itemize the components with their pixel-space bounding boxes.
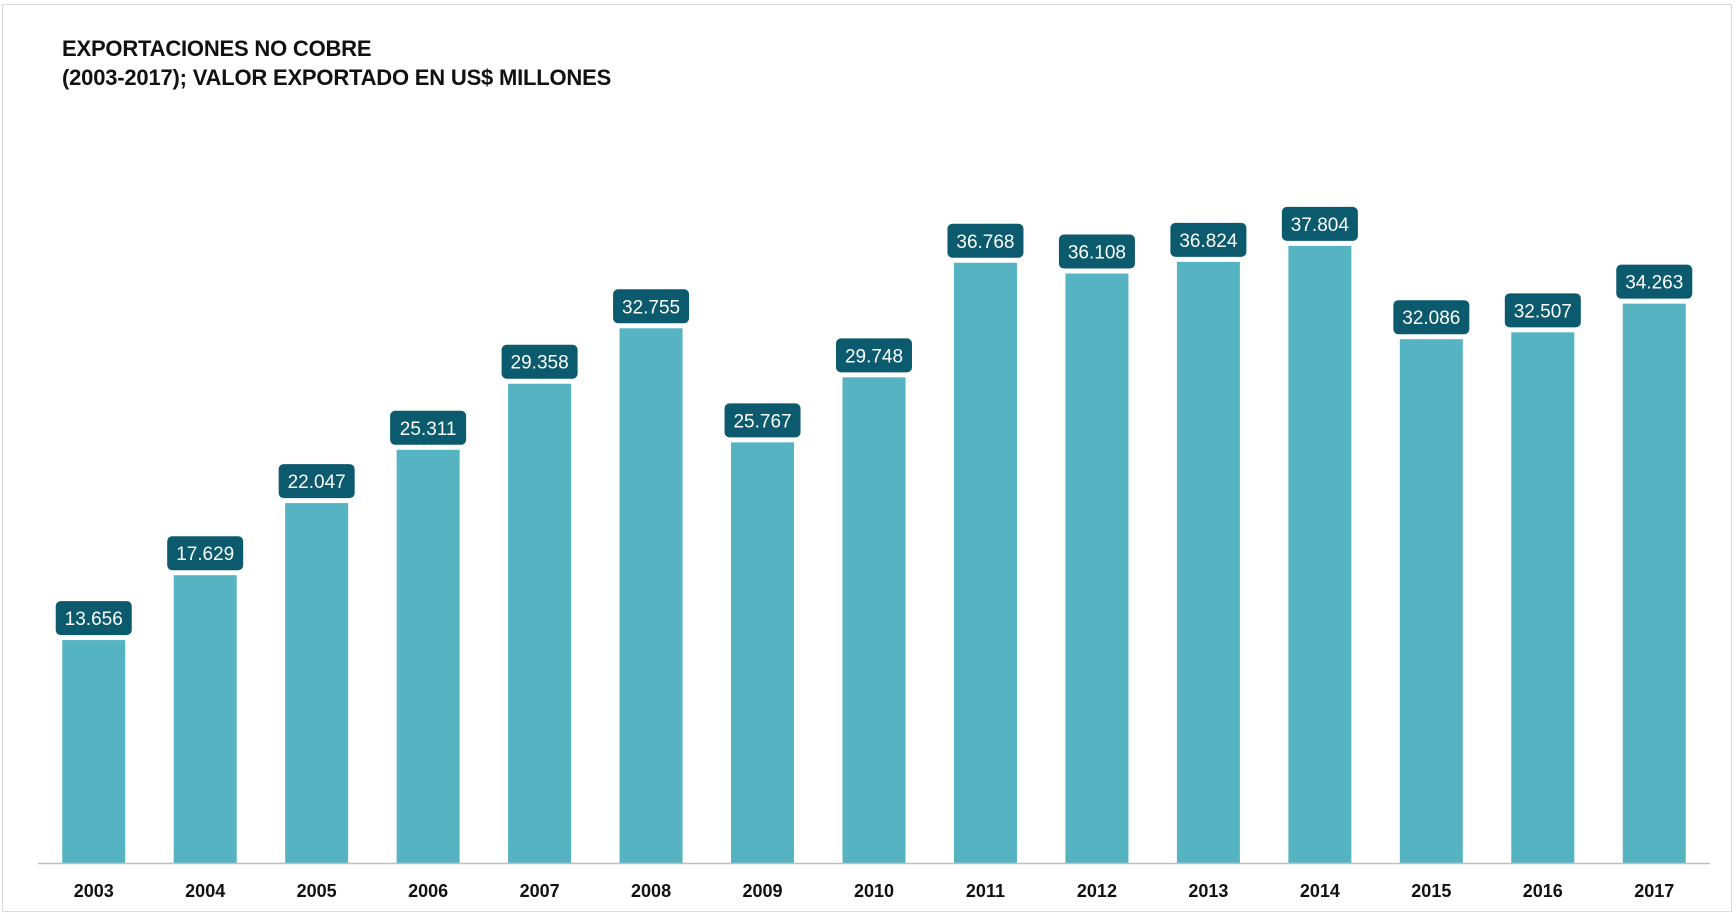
bar-2016: [1511, 332, 1575, 863]
data-label-text: 29.748: [845, 346, 903, 367]
x-tick-label-2005: 2005: [297, 881, 337, 901]
data-label-2003: 13.656: [55, 601, 132, 636]
bar-2003: [62, 640, 126, 863]
x-tick-label-2011: 2011: [966, 881, 1005, 901]
data-label-text: 32.507: [1514, 301, 1572, 322]
data-label-2006: 25.311: [390, 410, 467, 445]
data-label-box: [278, 464, 355, 499]
x-tick-label-2006: 2006: [408, 881, 448, 901]
chart-title: EXPORTACIONES NO COBRE: [62, 36, 372, 61]
data-label-box: [167, 536, 244, 571]
data-label-text: 13.656: [65, 609, 123, 630]
bar-2004: [173, 575, 237, 863]
data-label-text: 36.768: [956, 232, 1014, 253]
x-tick-label-2016: 2016: [1523, 881, 1563, 901]
x-tick-label-2004: 2004: [185, 881, 225, 901]
data-label-2015: 32.086: [1393, 300, 1470, 335]
x-tick-labels-group: 2003 2004 2005 2006 2007 2008 2009 2010 2011 2012…: [74, 881, 1675, 901]
data-label-text: 36.108: [1068, 243, 1126, 264]
data-label-box: [1616, 264, 1693, 299]
data-label-2005: 22.047: [278, 464, 355, 499]
x-tick-label-2008: 2008: [631, 881, 671, 901]
data-label-2012: 36.108: [1058, 234, 1135, 269]
x-tick-label-2007: 2007: [520, 881, 560, 901]
data-label-2014: 37.804: [1281, 206, 1358, 241]
x-tick-label-2009: 2009: [743, 881, 783, 901]
data-label-box: [1281, 206, 1358, 241]
data-labels-group: 13.656 17.629 22.047 25.311 29.358 32.755 25.7…: [55, 206, 1693, 636]
bar-2015: [1399, 339, 1463, 863]
data-label-2009: 25.767: [724, 403, 801, 438]
data-label-2004: 17.629: [167, 536, 244, 571]
bar-2005: [285, 503, 349, 863]
data-label-2016: 32.507: [1504, 293, 1581, 328]
x-tick-label-2014: 2014: [1300, 881, 1340, 901]
data-label-text: 22.047: [288, 472, 346, 493]
x-tick-label-2015: 2015: [1411, 881, 1451, 901]
data-label-box: [836, 338, 912, 373]
bar-2007: [508, 383, 572, 863]
data-label-box: [55, 601, 132, 636]
x-tick-label-2012: 2012: [1077, 881, 1117, 901]
data-label-text: 25.767: [733, 411, 791, 432]
bar-2017: [1622, 303, 1686, 864]
bar-2011: [953, 262, 1017, 863]
data-label-text: 36.824: [1179, 231, 1238, 252]
bar-2010: [842, 377, 906, 863]
data-label-2017: 34.263: [1616, 264, 1693, 299]
x-tick-label-2017: 2017: [1634, 881, 1674, 901]
data-label-box: [1393, 300, 1470, 335]
data-label-text: 37.804: [1291, 215, 1350, 236]
data-label-2007: 29.358: [501, 344, 578, 379]
x-tick-label-2013: 2013: [1188, 881, 1228, 901]
bar-2006: [396, 449, 460, 863]
data-label-text: 32.755: [622, 297, 680, 318]
bar-2013: [1176, 261, 1240, 863]
chart-title-block: EXPORTACIONES NO COBRE (2003-2017); VALO…: [62, 34, 611, 92]
x-tick-label-2003: 2003: [74, 881, 114, 901]
bar-2008: [619, 328, 683, 863]
data-label-text: 17.629: [176, 544, 234, 565]
data-label-2013: 36.824: [1170, 222, 1247, 257]
x-tick-label-2010: 2010: [854, 881, 894, 901]
data-label-box: [724, 403, 801, 438]
bar-2012: [1065, 273, 1129, 864]
data-label-text: 29.358: [511, 353, 569, 374]
data-label-box: [613, 289, 690, 324]
data-label-box: [1504, 293, 1581, 328]
data-label-box: [501, 344, 578, 379]
bar-2014: [1288, 245, 1352, 863]
data-label-box: [1170, 222, 1247, 257]
data-label-2010: 29.748: [836, 338, 912, 373]
chart-subtitle: (2003-2017); VALOR EXPORTADO EN US$ MILL…: [62, 65, 612, 90]
data-label-text: 32.086: [1402, 308, 1460, 329]
data-label-box: [947, 223, 1024, 258]
data-label-box: [1058, 234, 1135, 269]
data-label-text: 25.311: [400, 419, 457, 440]
data-label-2008: 32.755: [613, 289, 690, 324]
bars-group: [62, 245, 1686, 864]
data-label-box: [390, 410, 467, 445]
bar-2009: [731, 442, 795, 863]
data-label-text: 34.263: [1625, 273, 1683, 294]
data-label-2011: 36.768: [947, 223, 1024, 258]
